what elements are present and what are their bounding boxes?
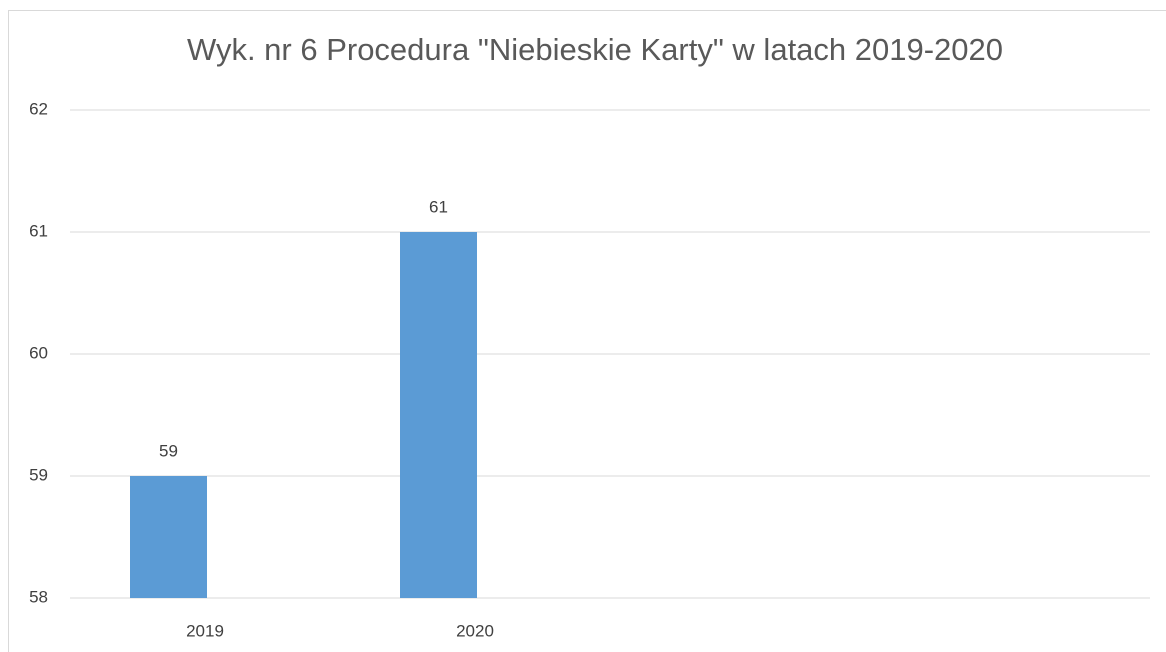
chart-title: Wyk. nr 6 Procedura "Niebieskie Karty" w…: [187, 32, 1003, 67]
y-tick-label: 60: [29, 343, 48, 362]
x-tick-label: 2019: [186, 621, 224, 640]
y-tick-label: 58: [29, 587, 48, 606]
x-tick-label: 2020: [456, 621, 494, 640]
y-tick-label: 61: [29, 221, 48, 240]
data-label: 61: [429, 197, 448, 216]
bar: [400, 232, 477, 598]
data-label: 59: [159, 441, 178, 460]
y-tick-label: 62: [29, 99, 48, 118]
y-tick-label: 59: [29, 465, 48, 484]
bar: [130, 476, 207, 598]
